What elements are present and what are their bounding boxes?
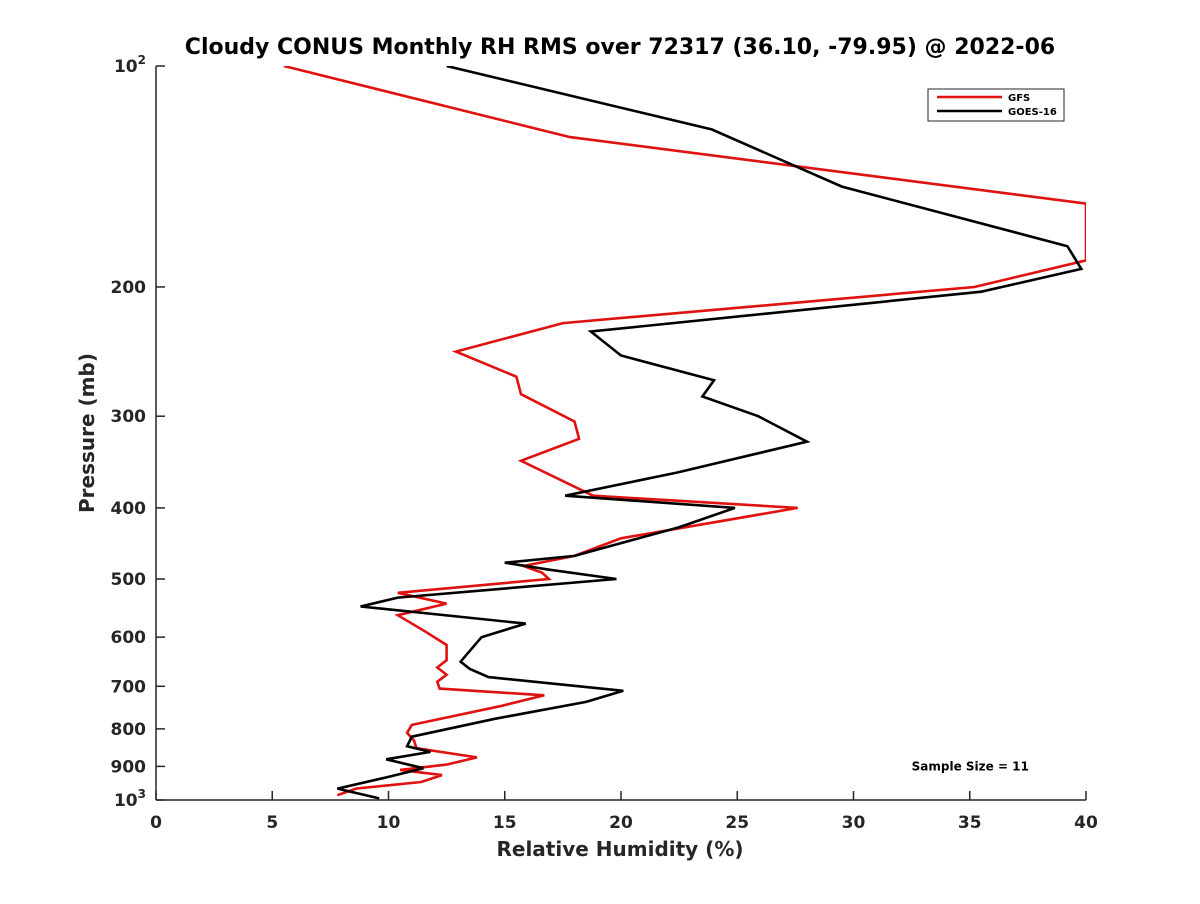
y-tick-label: 400 bbox=[111, 499, 147, 519]
series-line-goes-16 bbox=[337, 66, 1084, 800]
y-tick-label: 103 bbox=[114, 787, 146, 811]
y-tick-label: 800 bbox=[111, 720, 147, 740]
legend-label: GOES-16 bbox=[1008, 107, 1057, 118]
legend: GFS GOES-16 bbox=[927, 88, 1065, 122]
x-tick-label: 35 bbox=[958, 813, 982, 833]
x-tick-label: 5 bbox=[266, 813, 278, 833]
x-tick-label: 20 bbox=[609, 813, 633, 833]
y-tick-label: 300 bbox=[111, 407, 147, 427]
x-ticks: 0 5 10 15 20 25 30 35 40 bbox=[150, 791, 1098, 833]
series-lines bbox=[283, 66, 1086, 800]
x-tick-label: 0 bbox=[150, 813, 162, 833]
y-tick-label: 900 bbox=[111, 757, 147, 777]
chart-title: Cloudy CONUS Monthly RH RMS over 72317 (… bbox=[185, 35, 1055, 60]
x-tick-label: 30 bbox=[842, 813, 866, 833]
y-ticks: 102 200 300 400 500 600 700 800 900 103 bbox=[111, 53, 165, 811]
sample-size-annotation: Sample Size = 11 bbox=[912, 759, 1029, 773]
x-tick-label: 10 bbox=[377, 813, 401, 833]
legend-label: GFS bbox=[1008, 93, 1030, 104]
y-tick-label: 102 bbox=[114, 53, 146, 77]
x-axis-label: Relative Humidity (%) bbox=[496, 837, 743, 861]
y-tick-label: 600 bbox=[111, 628, 147, 648]
legend-box bbox=[927, 88, 1065, 122]
y-tick-label: 700 bbox=[111, 677, 147, 697]
annotations: Sample Size = 11 bbox=[912, 759, 1029, 773]
x-tick-label: 40 bbox=[1074, 813, 1098, 833]
y-axis-label: Pressure (mb) bbox=[75, 353, 99, 513]
series-line-gfs bbox=[283, 66, 1086, 797]
y-tick-label: 200 bbox=[111, 278, 147, 298]
x-tick-label: 15 bbox=[493, 813, 517, 833]
x-tick-label: 25 bbox=[725, 813, 749, 833]
y-tick-label: 500 bbox=[111, 570, 147, 590]
